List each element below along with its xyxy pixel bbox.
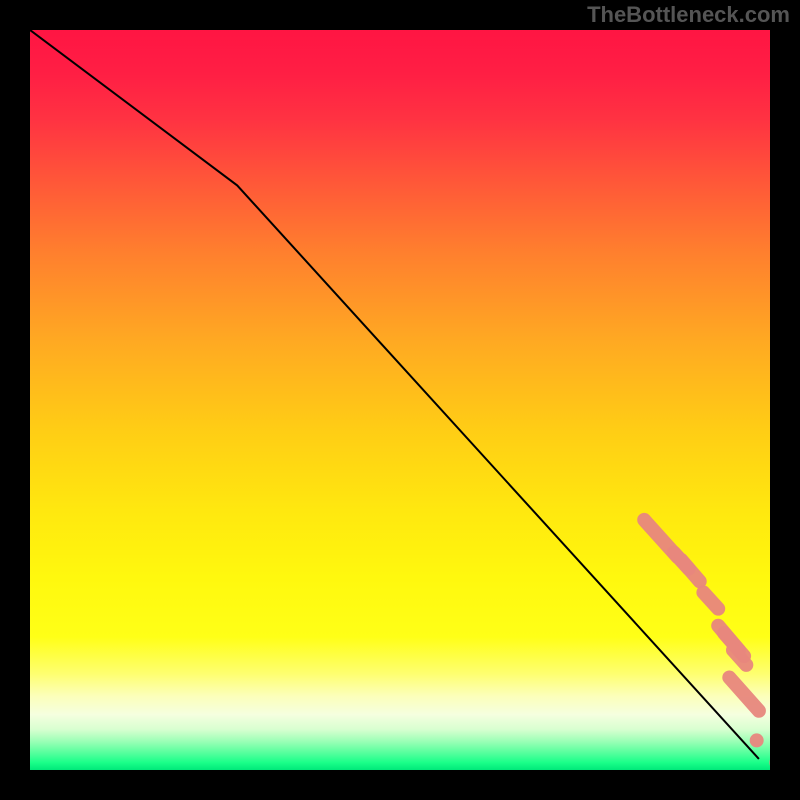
main-curve-line (30, 30, 759, 759)
line-overlay (30, 30, 770, 770)
chart-plot-area (30, 30, 770, 770)
marker-segments (644, 520, 759, 711)
chart-container: TheBottleneck.com (0, 0, 800, 800)
watermark-text: TheBottleneck.com (587, 2, 790, 28)
